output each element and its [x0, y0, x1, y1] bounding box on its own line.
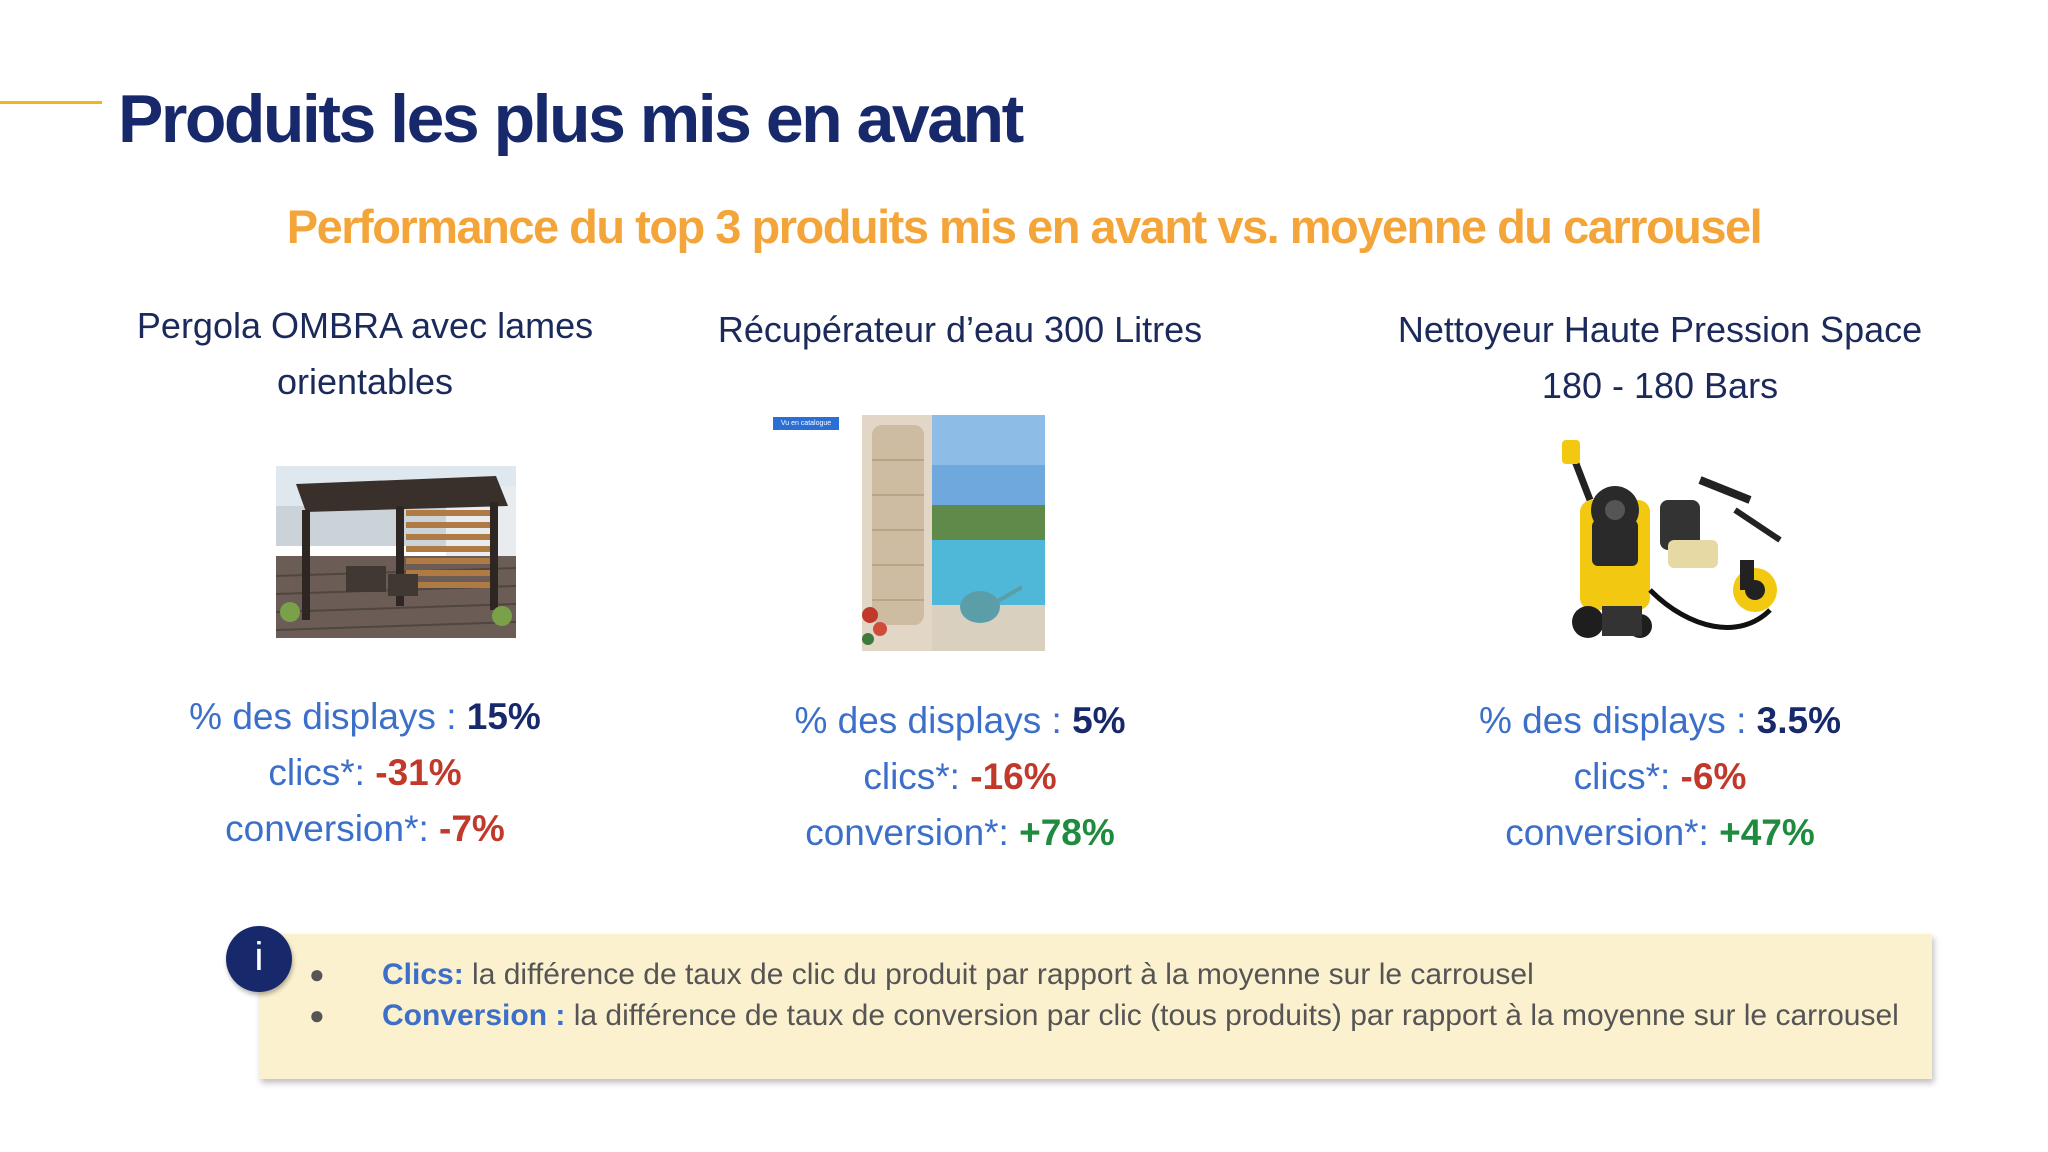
product-stats-pressure-washer: % des displays : 3.5% clics*: -6% conver…: [1360, 693, 1960, 861]
info-term: Clics:: [382, 958, 464, 991]
displays-label: % des displays :: [1479, 700, 1757, 741]
displays-value: 15%: [466, 696, 541, 737]
displays-label: % des displays :: [189, 696, 467, 737]
product-stats-pergola: % des displays : 15% clics*: -31% conver…: [105, 689, 625, 857]
page-title: Produits les plus mis en avant: [118, 81, 1024, 157]
info-item-conversion: ● Conversion : la différence de taux de …: [259, 995, 1922, 1036]
clics-label: clics*:: [863, 756, 971, 797]
catalogue-badge: Vu en catalogue: [773, 417, 839, 430]
conversion-label: conversion*:: [805, 812, 1020, 853]
info-icon: i: [226, 926, 292, 992]
info-term: Conversion :: [382, 999, 566, 1032]
clics-label: clics*:: [1573, 756, 1681, 797]
info-list: ● Clics: la différence de taux de clic d…: [259, 954, 1922, 1036]
bullet-icon: ●: [309, 959, 325, 989]
displays-value: 3.5%: [1756, 700, 1841, 741]
info-text: la différence de taux de clic du produit…: [463, 958, 1534, 991]
info-item-clics: ● Clics: la différence de taux de clic d…: [259, 954, 1922, 995]
conversion-value: +47%: [1719, 812, 1815, 853]
title-accent-line: [0, 101, 102, 104]
conversion-label: conversion*:: [225, 808, 440, 849]
info-text: la différence de taux de conversion par …: [565, 999, 1899, 1032]
product-card-pressure-washer: Nettoyeur Haute Pression Space 180 - 180 …: [1360, 302, 1960, 414]
conversion-label: conversion*:: [1505, 812, 1720, 853]
conversion-value: -7%: [439, 808, 505, 849]
info-box: ● Clics: la différence de taux de clic d…: [259, 934, 1932, 1079]
displays-label: % des displays :: [794, 700, 1073, 741]
product-name: Nettoyeur Haute Pression Space 180 - 180 …: [1397, 309, 1923, 406]
displays-value: 5%: [1072, 700, 1126, 741]
clics-value: -31%: [375, 752, 462, 793]
pergola-photo: [276, 466, 516, 638]
product-stats-water-tank: % des displays : 5% clics*: -16% convers…: [680, 693, 1240, 861]
bullet-icon: ●: [309, 1000, 325, 1030]
clics-value: -16%: [970, 756, 1057, 797]
product-name: Récupérateur d’eau 300 Litres: [717, 309, 1203, 350]
product-card-water-tank: Récupérateur d’eau 300 Litres: [680, 302, 1240, 358]
product-name: Pergola OMBRA avec lames orientables: [136, 305, 594, 402]
conversion-value: +78%: [1019, 812, 1115, 853]
product-card-pergola: Pergola OMBRA avec lames orientables: [105, 298, 625, 410]
water-tank-photo: [862, 415, 1045, 651]
clics-value: -6%: [1680, 756, 1747, 797]
clics-label: clics*:: [268, 752, 376, 793]
pressure-washer-photo: [1540, 440, 1795, 655]
page-subtitle: Performance du top 3 produits mis en ava…: [286, 200, 1763, 253]
